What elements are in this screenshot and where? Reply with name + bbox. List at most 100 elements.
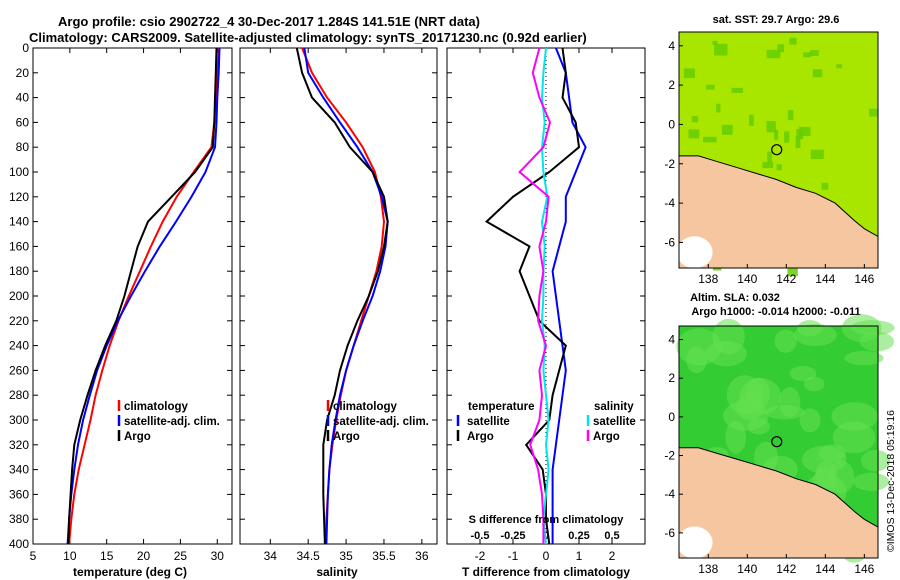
map-y-tick-label: 2 <box>668 371 675 385</box>
map-x-tick-label: 138 <box>698 272 718 286</box>
map-patch <box>812 69 823 78</box>
map-x-tick-label: 138 <box>698 562 718 576</box>
map-patch <box>703 136 717 143</box>
salinity-frame <box>239 47 438 545</box>
top-x-tick-label: -0.5 <box>471 530 490 542</box>
x-tick-label: 35 <box>339 549 353 563</box>
map-patch <box>799 408 821 433</box>
y-tick-label: 0 <box>22 41 29 55</box>
x-tick-label: 1 <box>576 549 583 563</box>
temperature-chart: 0 20 40 60 80 100 120 140 160 180 200 220 240 260 280 3… <box>9 41 233 563</box>
salinity-chart: 34 34.5 35 35.5 36 climatology satellite-adj. … <box>239 47 438 563</box>
map-x-tick-label: 142 <box>776 272 796 286</box>
sla-map-title-2: Argo h1000: -0.014 h2000: -0.011 <box>691 306 860 318</box>
map-patch <box>803 52 812 58</box>
y-tick-label: 120 <box>9 190 29 204</box>
y-tick-label: 100 <box>9 165 29 179</box>
legend-label: climatology <box>124 401 189 413</box>
y-tick-label: 320 <box>9 438 29 452</box>
sst-map-title: sat. SST: 29.7 Argo: 29.6 <box>713 14 840 26</box>
map-patch <box>762 161 774 169</box>
map-patch <box>859 331 895 352</box>
x-tick-label: 0 <box>543 549 550 563</box>
x-tick-label: 35.5 <box>372 549 396 563</box>
map-patch <box>818 444 846 463</box>
map-patch <box>776 164 782 171</box>
map-patch <box>716 103 721 113</box>
map-patch <box>688 129 700 139</box>
map-patch <box>747 418 771 435</box>
argo-position-marker <box>771 144 783 156</box>
y-tick-label: 20 <box>16 66 30 80</box>
map-land <box>678 447 879 559</box>
map-patch <box>852 472 890 491</box>
title-line-2: Climatology: CARS2009. Satellite-adjuste… <box>29 30 587 45</box>
map-patch <box>787 109 794 121</box>
x-tick-label: 5 <box>30 549 37 563</box>
map-patch <box>754 441 778 473</box>
legend-header: temperature <box>468 401 534 413</box>
legend-label: Argo <box>333 431 360 443</box>
sla-map: 138 140 142 144 146 4 2 0 -2 -4 -6 <box>664 314 895 576</box>
map-y-tick-label: 0 <box>668 410 675 424</box>
map-x-tick-label: 140 <box>737 562 757 576</box>
map-patch <box>766 121 776 133</box>
map-y-tick-label: -6 <box>664 235 675 249</box>
map-patch <box>861 449 891 472</box>
map-y-tick-label: 0 <box>668 117 675 131</box>
map-patch <box>777 44 785 53</box>
y-tick-label: 40 <box>16 91 30 105</box>
map-patch <box>683 68 695 79</box>
y-tick-label: 180 <box>9 264 29 278</box>
map-x-tick-label: 146 <box>854 272 874 286</box>
argo-position-marker <box>771 436 783 448</box>
y-tick-label: 140 <box>9 215 29 229</box>
map-patch <box>789 37 797 45</box>
map-patch <box>795 136 801 149</box>
map-patch <box>691 115 699 123</box>
series-s-satellite <box>540 47 550 545</box>
y-tick-label: 240 <box>9 339 29 353</box>
map-patch <box>712 40 718 45</box>
top-x-tick-label: 0.25 <box>568 530 589 542</box>
map-patch <box>766 49 781 59</box>
legend-label: satellite-adj. clim. <box>333 416 429 428</box>
series-s-argo <box>518 47 552 544</box>
x-tick-label: 30 <box>211 549 225 563</box>
map-patch <box>714 43 728 56</box>
y-tick-label: 280 <box>9 388 29 402</box>
x-tick-label: 34 <box>264 549 278 563</box>
map-x-tick-label: 142 <box>776 562 796 576</box>
map-patch <box>831 402 879 431</box>
x-tick-label: 15 <box>100 549 114 563</box>
map-patch <box>784 131 790 143</box>
map-patch <box>706 84 715 90</box>
map-y-tick-label: -4 <box>664 196 675 210</box>
x-tick-label: 34.5 <box>297 549 321 563</box>
map-patch <box>736 392 764 421</box>
map-x-tick-label: 144 <box>815 272 835 286</box>
x-tick-label: 25 <box>174 549 188 563</box>
y-tick-label: 200 <box>9 289 29 303</box>
map-y-tick-label: -2 <box>664 449 675 463</box>
map-patch <box>869 108 878 117</box>
y-tick-label: 300 <box>9 413 29 427</box>
map-y-tick-label: -4 <box>664 487 675 501</box>
map-patch <box>765 405 805 420</box>
map-patch <box>844 351 884 366</box>
map-patch <box>810 149 824 160</box>
legend-label: satellite <box>467 416 510 428</box>
title-line-1: Argo profile: csio 2902722_4 30-Dec-2017… <box>58 14 480 29</box>
y-tick-label: 220 <box>9 314 29 328</box>
map-patch <box>803 376 825 392</box>
map-y-tick-label: 2 <box>668 78 675 92</box>
map-patch <box>748 114 754 127</box>
y-tick-label: 380 <box>9 512 29 526</box>
map-patch <box>767 151 772 163</box>
map-patch <box>774 129 779 140</box>
series-argo <box>295 47 389 545</box>
map-water-south <box>676 236 713 269</box>
series-t-argo <box>484 47 581 545</box>
x-tick-label: 2 <box>609 549 616 563</box>
map-patch <box>725 420 747 454</box>
